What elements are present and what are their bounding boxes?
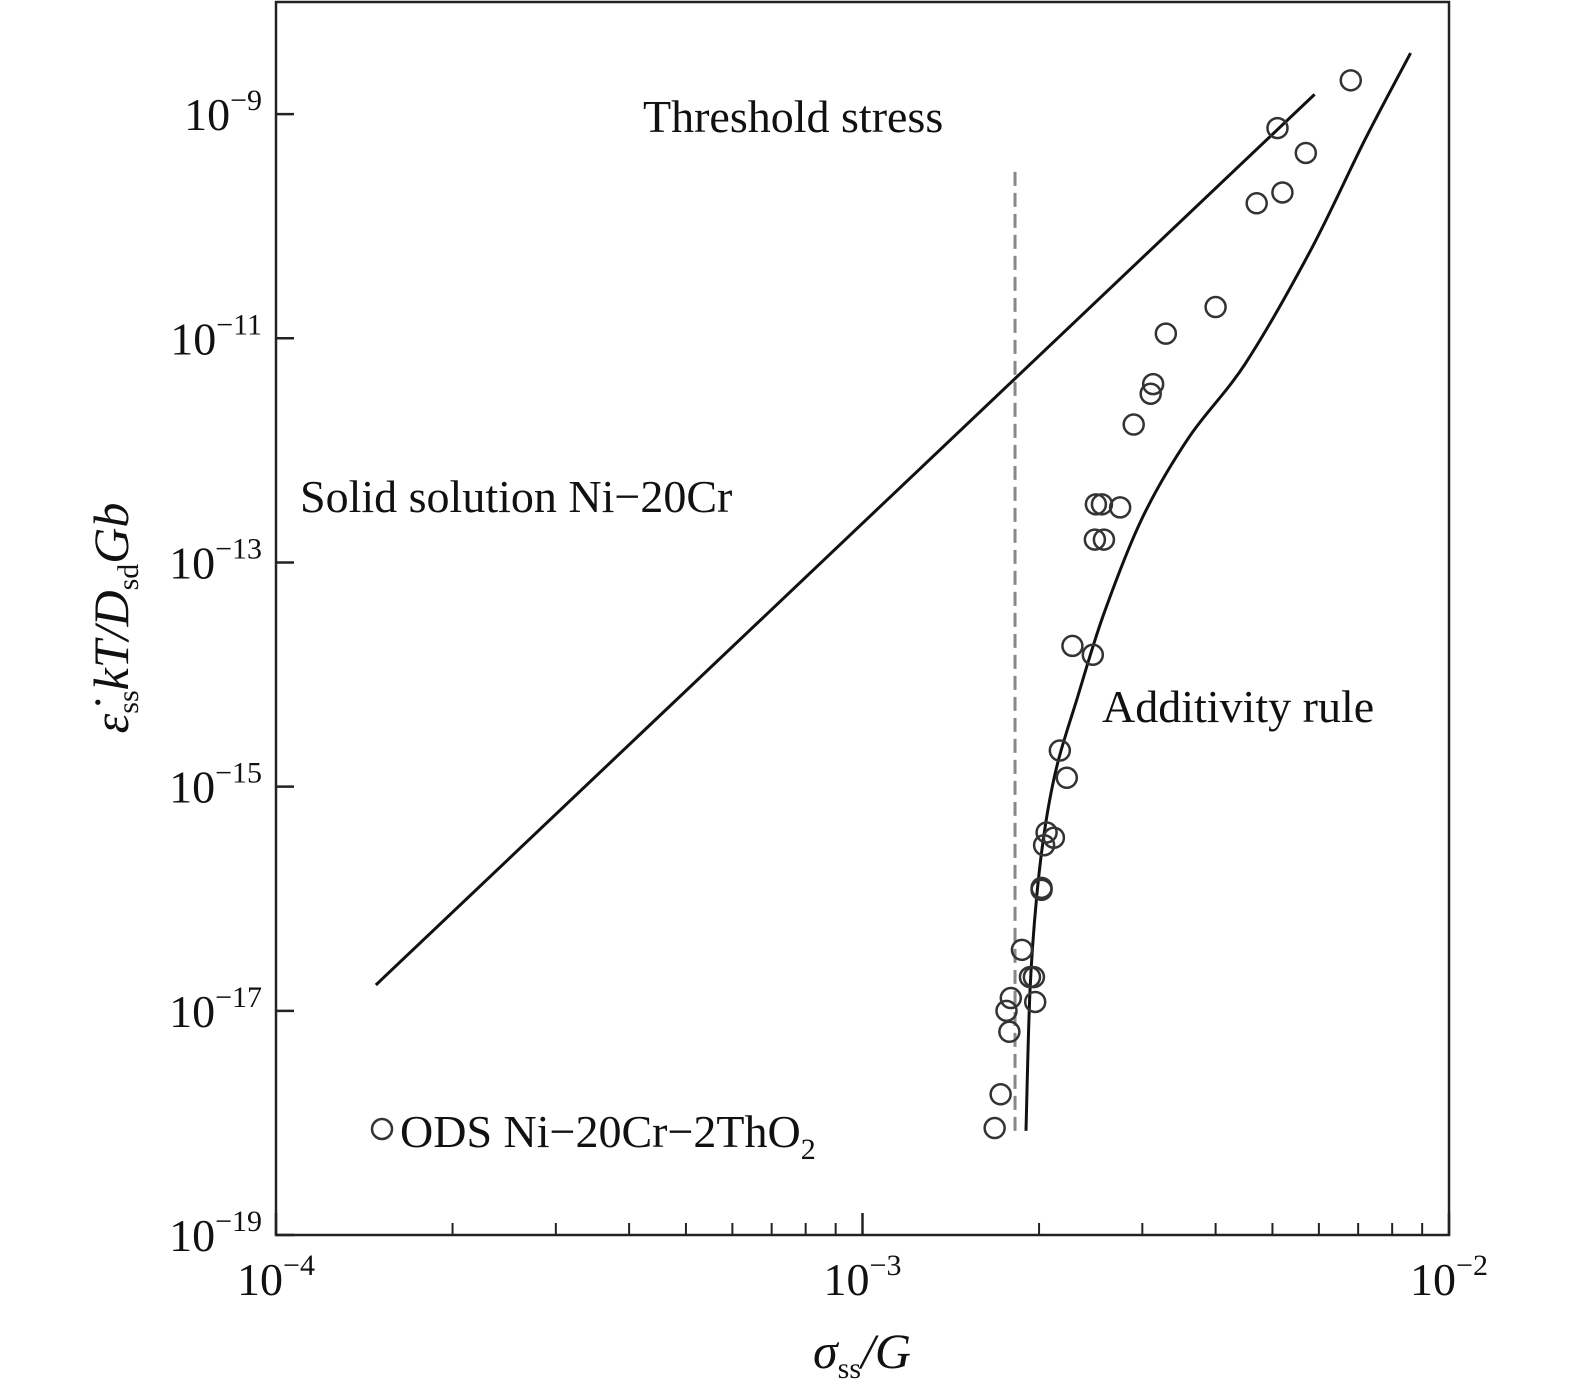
data-point xyxy=(1266,116,1289,140)
data-point xyxy=(995,999,1018,1023)
data-point xyxy=(1048,739,1072,762)
data-point xyxy=(1092,528,1116,551)
data-point xyxy=(989,1083,1012,1106)
additivity-rule-curve xyxy=(1024,52,1412,1131)
data-point xyxy=(1083,528,1107,551)
svg-text:ε̇sskT/DsdGb: ε̇sskT/DsdGb xyxy=(83,503,145,734)
data-point xyxy=(1294,141,1318,165)
y-tick-label: 10−11 xyxy=(170,308,262,364)
y-tick-label: 10−15 xyxy=(169,757,262,813)
plot-lines xyxy=(374,52,1412,1131)
x-tick-label: 10−3 xyxy=(824,1249,902,1305)
data-point xyxy=(1061,634,1084,658)
data-point xyxy=(1084,493,1108,516)
data-points xyxy=(983,69,1363,1140)
data-point xyxy=(1042,826,1066,849)
y-axis-title: ε̇sskT/DsdGb xyxy=(83,503,145,734)
data-point xyxy=(1022,965,1046,989)
x-tick-label: 10−2 xyxy=(1410,1249,1488,1305)
y-tick-label: 10−13 xyxy=(169,532,262,588)
data-point xyxy=(1023,990,1047,1014)
data-point xyxy=(1122,413,1145,436)
data-point xyxy=(1245,192,1268,215)
data-point xyxy=(1139,382,1162,405)
data-point xyxy=(1108,496,1132,519)
svg-text:σss/G: σss/G xyxy=(813,1323,911,1385)
axis-ticks xyxy=(274,112,1451,1237)
data-point xyxy=(1271,181,1294,204)
data-point xyxy=(1030,876,1053,900)
data-point xyxy=(1204,295,1227,319)
data-point xyxy=(1081,643,1105,667)
solid-solution-line xyxy=(374,93,1316,987)
legend-marker xyxy=(370,1117,394,1141)
annotation-additivity-rule: Additivity rule xyxy=(1102,681,1374,732)
data-point xyxy=(983,1116,1006,1140)
legend: ODS Ni−20Cr−2ThO2 xyxy=(370,1106,816,1166)
data-point xyxy=(1339,69,1363,92)
annotation-solid-solution: Solid solution Ni−20Cr xyxy=(300,471,732,522)
data-point xyxy=(1141,372,1165,396)
data-point xyxy=(998,1020,1021,1044)
x-axis-title: σss/G xyxy=(813,1323,911,1385)
x-tick-label: 10−4 xyxy=(237,1249,315,1305)
data-point xyxy=(999,986,1023,1010)
data-point xyxy=(1035,821,1058,844)
y-tick-label: 10−19 xyxy=(169,1205,262,1261)
axis-tick-labels: 10−4 10−3 10−2 10−9 10−11 10−13 10−15 10−17 10−1… xyxy=(169,84,1488,1305)
data-point xyxy=(1154,322,1178,345)
y-tick-label: 10−9 xyxy=(184,84,262,140)
data-point xyxy=(1055,766,1079,790)
y-tick-label: 10−17 xyxy=(169,981,262,1037)
annotation-threshold-stress: Threshold stress xyxy=(643,91,943,142)
data-point xyxy=(1010,938,1034,962)
legend-label: ODS Ni−20Cr−2ThO2 xyxy=(400,1106,816,1166)
